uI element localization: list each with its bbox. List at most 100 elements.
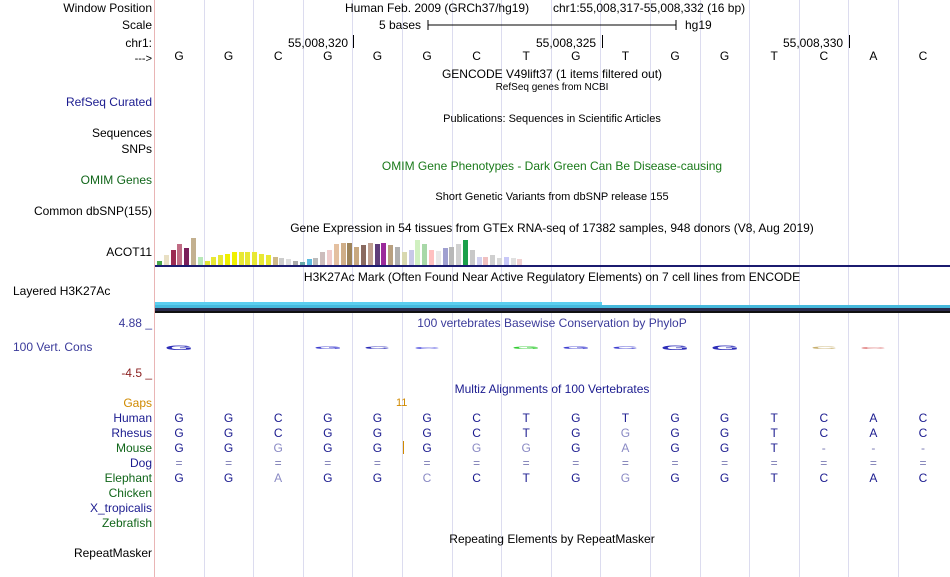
gtex-tissue-bar[interactable] (395, 247, 400, 265)
label-repeatmasker[interactable]: RepeatMasker (73, 546, 152, 560)
gtex-tissue-bar[interactable] (286, 259, 292, 265)
gtex-tissue-bar[interactable] (184, 248, 190, 265)
label-refseq-curated[interactable]: RefSeq Curated (65, 95, 152, 109)
alignment-base-mouse: G (422, 441, 432, 455)
gtex-tissue-bar[interactable] (197, 257, 203, 265)
label-common-dbsnp[interactable]: Common dbSNP(155) (33, 204, 152, 218)
gtex-tissue-bar[interactable] (381, 243, 387, 265)
base-letter: C (819, 49, 829, 63)
h3k27ac-title[interactable]: H3K27Ac Mark (Often Found Near Active Re… (303, 270, 801, 284)
gtex-tissue-bar[interactable] (415, 240, 421, 265)
gtex-tissue-bar[interactable] (272, 257, 278, 265)
gencode-title[interactable]: GENCODE V49lift37 (1 items filtered out) (441, 67, 663, 81)
gtex-tissue-bar[interactable] (177, 244, 183, 265)
gtex-tissue-bar[interactable] (231, 252, 237, 265)
gtex-tissue-bar[interactable] (157, 261, 162, 265)
gtex-tissue-bar[interactable] (497, 258, 502, 265)
label-vert-cons[interactable]: 100 Vert. Cons (13, 340, 93, 354)
gtex-tissue-bar[interactable] (401, 252, 407, 265)
gtex-tissue-bar[interactable] (510, 258, 516, 265)
alignment-base-elephant: A (274, 471, 283, 485)
gtex-tissue-bar[interactable] (225, 254, 230, 265)
gtex-tissue-bar[interactable] (340, 243, 346, 265)
gtex-tissue-bar[interactable] (374, 244, 380, 265)
label-species-elephant[interactable]: Elephant (104, 471, 152, 485)
label-strand[interactable]: ---> (134, 53, 152, 65)
publications-title[interactable]: Publications: Sequences in Scientific Ar… (443, 113, 661, 125)
label-species-mouse[interactable]: Mouse (115, 441, 152, 455)
gtex-tissue-bar[interactable] (476, 257, 482, 265)
label-species-chicken[interactable]: Chicken (108, 486, 152, 500)
gtex-tissue-bar[interactable] (463, 240, 468, 265)
gtex-tissue-bar[interactable] (191, 238, 196, 265)
gtex-bar-chart[interactable] (157, 236, 527, 265)
label-gaps[interactable]: Gaps (123, 396, 152, 410)
gtex-tissue-bar[interactable] (442, 248, 448, 265)
alignment-base-dog: = (225, 456, 233, 470)
phylop-title[interactable]: 100 vertebrates Basewise Conservation by… (417, 316, 687, 330)
gtex-tissue-bar[interactable] (211, 257, 217, 265)
gtex-tissue-bar[interactable] (347, 243, 353, 265)
track-image[interactable]: Human Feb. 2009 (GRCh37/hg19) chr1:55,00… (155, 0, 950, 577)
gtex-tissue-bar[interactable] (204, 261, 210, 265)
gtex-tissue-bar[interactable] (469, 250, 475, 265)
gtex-title[interactable]: Gene Expression in 54 tissues from GTEx … (290, 221, 814, 235)
alignment-base-rhesus: G (174, 426, 184, 440)
gtex-tissue-bar[interactable] (259, 254, 264, 265)
gtex-tissue-bar[interactable] (238, 252, 244, 265)
alignment-base-rhesus: C (472, 426, 481, 440)
gtex-tissue-bar[interactable] (293, 261, 298, 265)
gtex-tissue-bar[interactable] (279, 258, 285, 265)
gtex-tissue-bar[interactable] (170, 250, 176, 265)
gtex-tissue-bar[interactable] (354, 247, 360, 265)
gtex-tissue-bar[interactable] (422, 244, 428, 265)
gtex-tissue-bar[interactable] (456, 244, 462, 265)
omim-title[interactable]: OMIM Gene Phenotypes - Dark Green Can Be… (381, 159, 723, 173)
gtex-tissue-bar[interactable] (313, 258, 319, 265)
label-species-zebrafish[interactable]: Zebrafish (101, 516, 152, 530)
gtex-tissue-bar[interactable] (306, 259, 312, 265)
dbsnp-title[interactable]: Short Genetic Variants from dbSNP releas… (435, 191, 669, 203)
alignment-base-mouse: G (323, 441, 333, 455)
alignment-base-mouse: G (521, 441, 531, 455)
ruler-tick-label-2: 55,008,325 (536, 36, 597, 50)
label-species-rhesus[interactable]: Rhesus (111, 426, 152, 440)
phylop-letter: G (164, 344, 194, 352)
label-layered-h3k27ac[interactable]: Layered H3K27Ac (13, 284, 111, 298)
gtex-tissue-bar[interactable] (163, 255, 169, 265)
label-species-human[interactable]: Human (113, 411, 152, 425)
label-window-position[interactable]: Window Position (63, 1, 152, 15)
gtex-tissue-bar[interactable] (408, 250, 414, 265)
gtex-tissue-bar[interactable] (333, 244, 339, 265)
label-chr[interactable]: chr1: (125, 36, 152, 50)
gtex-tissue-bar[interactable] (503, 257, 509, 265)
label-scale[interactable]: Scale (121, 18, 152, 32)
gtex-tissue-bar[interactable] (299, 262, 305, 265)
gtex-tissue-bar[interactable] (252, 252, 258, 265)
gtex-tissue-bar[interactable] (245, 252, 251, 265)
gtex-tissue-bar[interactable] (483, 257, 489, 265)
refseq-subtitle[interactable]: RefSeq genes from NCBI (495, 82, 609, 93)
gtex-tissue-bar[interactable] (218, 255, 224, 265)
gtex-tissue-bar[interactable] (265, 255, 271, 265)
label-species-dog[interactable]: Dog (129, 456, 152, 470)
gtex-tissue-bar[interactable] (367, 243, 373, 265)
multiz-title[interactable]: Multiz Alignments of 100 Vertebrates (454, 382, 650, 396)
label-snps[interactable]: SNPs (121, 142, 152, 156)
gtex-tissue-bar[interactable] (435, 251, 441, 265)
label-acot11[interactable]: ACOT11 (106, 245, 152, 259)
label-omim-genes[interactable]: OMIM Genes (80, 173, 152, 187)
gtex-tissue-bar[interactable] (449, 247, 455, 265)
repeatmasker-title[interactable]: Repeating Elements by RepeatMasker (449, 532, 655, 546)
label-species-x-tropicalis[interactable]: X_tropicalis (89, 501, 152, 515)
gtex-tissue-bar[interactable] (327, 250, 332, 265)
gtex-tissue-bar[interactable] (490, 255, 496, 265)
label-sequences[interactable]: Sequences (91, 126, 152, 140)
gtex-tissue-bar[interactable] (388, 245, 394, 265)
gtex-tissue-bar[interactable] (429, 250, 434, 265)
gtex-tissue-bar[interactable] (320, 252, 326, 265)
gtex-tissue-bar[interactable] (361, 245, 366, 265)
alignment-base-human: G (422, 411, 432, 425)
gtex-tissue-bar[interactable] (517, 259, 523, 265)
base-letter: T (621, 49, 630, 63)
